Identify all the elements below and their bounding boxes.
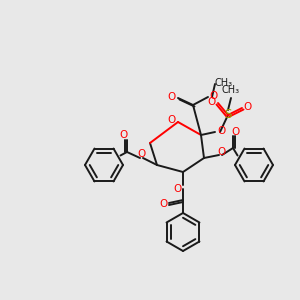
Text: CH₃: CH₃ <box>215 78 233 88</box>
Text: O: O <box>120 130 128 140</box>
Text: O: O <box>231 127 239 137</box>
Text: O: O <box>208 97 216 107</box>
Text: O: O <box>168 92 176 102</box>
Text: CH₃: CH₃ <box>222 85 240 95</box>
Text: O: O <box>167 115 175 125</box>
Text: O: O <box>209 91 217 101</box>
Text: O: O <box>174 184 182 194</box>
Text: O: O <box>217 147 225 157</box>
Text: S: S <box>224 109 232 122</box>
Text: O: O <box>217 126 225 136</box>
Text: O: O <box>159 199 167 209</box>
Text: O: O <box>244 102 252 112</box>
Text: O: O <box>137 149 145 159</box>
